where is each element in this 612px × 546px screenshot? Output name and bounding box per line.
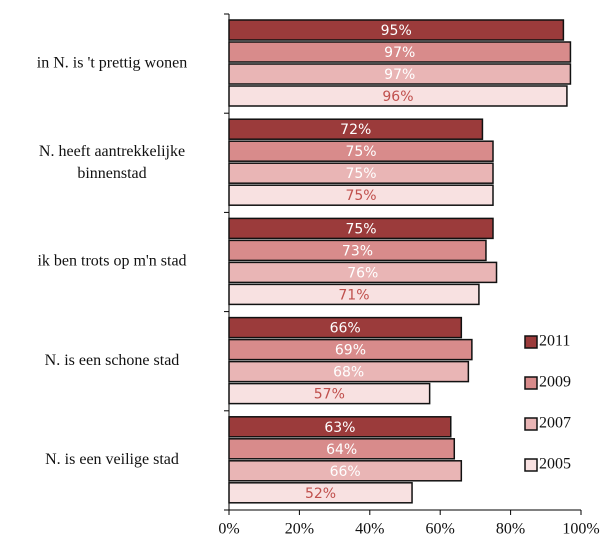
category-label: ik ben trots op m'n stad: [37, 253, 186, 270]
category-label-line: N. heeft aantrekkelijke: [39, 142, 185, 159]
bar: [228, 63, 572, 85]
bar: [228, 140, 494, 162]
legend-label: 2005: [539, 456, 571, 473]
bar: [228, 239, 487, 262]
value-label: 75%: [345, 221, 376, 237]
legend-swatch: [524, 417, 538, 431]
value-label: 68%: [333, 365, 364, 381]
x-tick-label: 0%: [218, 521, 239, 538]
value-label: 97%: [384, 45, 415, 61]
bar: [228, 416, 452, 438]
value-label: 75%: [345, 144, 376, 160]
value-label: 96%: [382, 89, 413, 105]
value-label: 76%: [347, 265, 378, 281]
bar: [228, 382, 431, 405]
legend-swatch: [524, 335, 538, 349]
value-label: 57%: [314, 387, 345, 403]
bar: [228, 217, 494, 240]
bar: [228, 360, 470, 383]
bar: [228, 41, 572, 63]
value-label: 75%: [345, 166, 376, 182]
category-label: N. is een schone stad: [45, 352, 180, 369]
legend-label: 2007: [539, 415, 571, 432]
bar: [228, 316, 463, 339]
category-label: N. is een veilige stad: [45, 451, 179, 468]
value-label: 52%: [305, 486, 336, 502]
value-label: 66%: [330, 321, 361, 337]
bar: [228, 438, 456, 460]
value-label: 73%: [342, 243, 373, 259]
value-label: 69%: [335, 343, 366, 359]
bar: [228, 283, 480, 306]
bar: [228, 184, 494, 206]
legend-swatch: [524, 376, 538, 390]
bar: [228, 338, 473, 361]
legend-label: 2009: [539, 374, 571, 391]
x-tick-label: 40%: [355, 521, 384, 538]
legend-label: 2011: [539, 333, 570, 350]
value-label: 95%: [381, 23, 412, 39]
value-label: 75%: [345, 188, 376, 204]
bar: [228, 162, 494, 184]
value-label: 64%: [326, 442, 357, 458]
bar: [228, 19, 565, 41]
category-label: in N. is 't prettig wonen: [37, 54, 187, 71]
value-label: 97%: [384, 67, 415, 83]
value-label: 63%: [324, 420, 355, 436]
x-tick-label: 60%: [426, 521, 455, 538]
category-label-line: binnenstad: [77, 164, 146, 181]
x-tick-label: 20%: [285, 521, 314, 538]
value-label: 72%: [340, 122, 371, 138]
bar: [228, 482, 413, 504]
bar: [228, 261, 498, 284]
x-tick-label: 100%: [562, 521, 599, 538]
bar: [228, 118, 484, 140]
category-label: N. heeft aantrekkelijke binnenstad: [39, 142, 185, 181]
x-tick-label: 80%: [496, 521, 525, 538]
bar: [228, 85, 568, 107]
value-label: 66%: [330, 464, 361, 480]
bar: [228, 460, 463, 482]
legend-swatch: [524, 458, 538, 472]
value-label: 71%: [338, 287, 369, 303]
